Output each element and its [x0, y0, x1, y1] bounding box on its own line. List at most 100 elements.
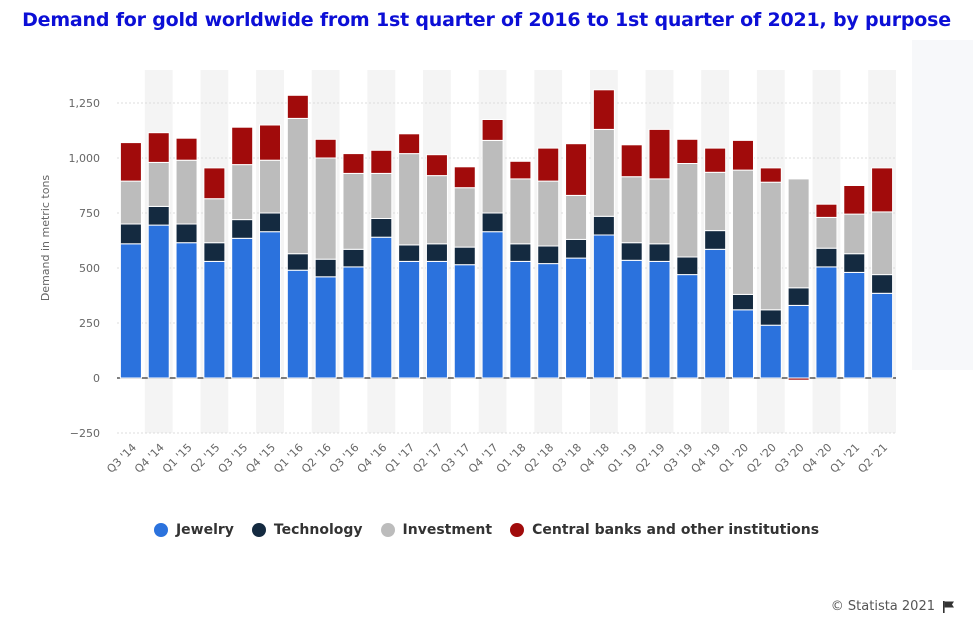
- bar-jewelry[interactable]: [843, 271, 866, 379]
- bar-central-banks[interactable]: [425, 154, 448, 177]
- bar-technology[interactable]: [537, 245, 560, 265]
- bar-central-banks[interactable]: [342, 153, 365, 174]
- bar-technology[interactable]: [398, 244, 421, 262]
- bar-central-banks[interactable]: [565, 143, 588, 196]
- bar-technology[interactable]: [509, 243, 532, 262]
- bar-technology[interactable]: [731, 293, 754, 311]
- bar-jewelry[interactable]: [731, 309, 754, 379]
- bar-technology[interactable]: [286, 253, 309, 271]
- bar-technology[interactable]: [175, 223, 198, 244]
- bar-jewelry[interactable]: [620, 259, 643, 379]
- bar-investment[interactable]: [787, 178, 810, 289]
- bar-investment[interactable]: [453, 187, 476, 248]
- bar-central-banks[interactable]: [787, 377, 810, 381]
- bar-investment[interactable]: [398, 153, 421, 246]
- bar-investment[interactable]: [509, 178, 532, 245]
- bar-investment[interactable]: [648, 178, 671, 245]
- bar-investment[interactable]: [425, 175, 448, 245]
- bar-technology[interactable]: [759, 309, 782, 326]
- bar-jewelry[interactable]: [815, 266, 838, 379]
- bar-central-banks[interactable]: [592, 89, 615, 130]
- bar-technology[interactable]: [843, 253, 866, 273]
- bar-jewelry[interactable]: [759, 324, 782, 379]
- bar-jewelry[interactable]: [537, 263, 560, 379]
- bar-central-banks[interactable]: [871, 167, 894, 213]
- bar-jewelry[interactable]: [565, 257, 588, 379]
- bar-jewelry[interactable]: [147, 224, 170, 379]
- bar-jewelry[interactable]: [648, 260, 671, 379]
- bar-investment[interactable]: [147, 161, 170, 207]
- bar-investment[interactable]: [815, 216, 838, 249]
- legend-item-jewelry[interactable]: Jewelry: [153, 522, 234, 538]
- bar-central-banks[interactable]: [648, 128, 671, 180]
- bar-jewelry[interactable]: [119, 243, 142, 379]
- bar-technology[interactable]: [119, 223, 142, 245]
- bar-technology[interactable]: [314, 258, 337, 278]
- bar-technology[interactable]: [871, 274, 894, 294]
- bar-technology[interactable]: [815, 247, 838, 268]
- bar-investment[interactable]: [565, 194, 588, 240]
- bar-jewelry[interactable]: [342, 266, 365, 379]
- bar-jewelry[interactable]: [509, 260, 532, 379]
- legend-item-investment[interactable]: Investment: [380, 522, 492, 538]
- bar-central-banks[interactable]: [370, 149, 393, 174]
- bar-central-banks[interactable]: [481, 119, 504, 141]
- bar-technology[interactable]: [565, 238, 588, 259]
- bar-investment[interactable]: [481, 139, 504, 214]
- bar-central-banks[interactable]: [453, 166, 476, 189]
- bar-central-banks[interactable]: [398, 133, 421, 155]
- bar-investment[interactable]: [592, 128, 615, 217]
- bar-jewelry[interactable]: [704, 248, 727, 379]
- bar-investment[interactable]: [759, 181, 782, 311]
- bar-investment[interactable]: [286, 117, 309, 255]
- bar-jewelry[interactable]: [398, 260, 421, 379]
- bar-jewelry[interactable]: [231, 237, 254, 379]
- bar-investment[interactable]: [871, 211, 894, 276]
- bar-central-banks[interactable]: [509, 160, 532, 180]
- bar-jewelry[interactable]: [203, 260, 226, 379]
- bar-technology[interactable]: [231, 219, 254, 239]
- bar-central-banks[interactable]: [231, 126, 254, 166]
- bar-central-banks[interactable]: [704, 147, 727, 173]
- bar-jewelry[interactable]: [286, 269, 309, 379]
- flag-icon[interactable]: [942, 600, 955, 613]
- bar-technology[interactable]: [787, 287, 810, 306]
- bar-technology[interactable]: [481, 212, 504, 233]
- bar-jewelry[interactable]: [453, 264, 476, 379]
- bar-technology[interactable]: [620, 242, 643, 261]
- bar-investment[interactable]: [537, 180, 560, 247]
- bar-central-banks[interactable]: [676, 138, 699, 165]
- bar-central-banks[interactable]: [731, 139, 754, 171]
- bar-central-banks[interactable]: [259, 124, 282, 161]
- bar-investment[interactable]: [203, 198, 226, 244]
- bar-technology[interactable]: [425, 243, 448, 262]
- bar-central-banks[interactable]: [147, 132, 170, 163]
- bar-technology[interactable]: [203, 242, 226, 262]
- bar-central-banks[interactable]: [314, 138, 337, 159]
- bar-technology[interactable]: [592, 215, 615, 236]
- bar-jewelry[interactable]: [592, 234, 615, 379]
- bar-investment[interactable]: [370, 172, 393, 219]
- legend-item-technology[interactable]: Technology: [251, 522, 363, 538]
- bar-investment[interactable]: [731, 169, 754, 295]
- bar-jewelry[interactable]: [425, 260, 448, 379]
- bar-investment[interactable]: [843, 213, 866, 255]
- bar-investment[interactable]: [620, 176, 643, 244]
- bar-jewelry[interactable]: [676, 274, 699, 379]
- bar-investment[interactable]: [342, 172, 365, 250]
- bar-jewelry[interactable]: [314, 276, 337, 379]
- bar-jewelry[interactable]: [175, 242, 198, 379]
- bar-central-banks[interactable]: [203, 167, 226, 200]
- bar-central-banks[interactable]: [175, 137, 198, 161]
- bar-investment[interactable]: [175, 159, 198, 225]
- bar-central-banks[interactable]: [815, 203, 838, 218]
- bar-technology[interactable]: [259, 212, 282, 233]
- legend-item-central-banks[interactable]: Central banks and other institutions: [510, 522, 819, 538]
- bar-jewelry[interactable]: [370, 236, 393, 379]
- bar-jewelry[interactable]: [787, 304, 810, 379]
- bar-technology[interactable]: [147, 205, 170, 226]
- bar-investment[interactable]: [704, 171, 727, 232]
- bar-investment[interactable]: [314, 157, 337, 260]
- bar-technology[interactable]: [453, 246, 476, 266]
- bar-technology[interactable]: [676, 256, 699, 276]
